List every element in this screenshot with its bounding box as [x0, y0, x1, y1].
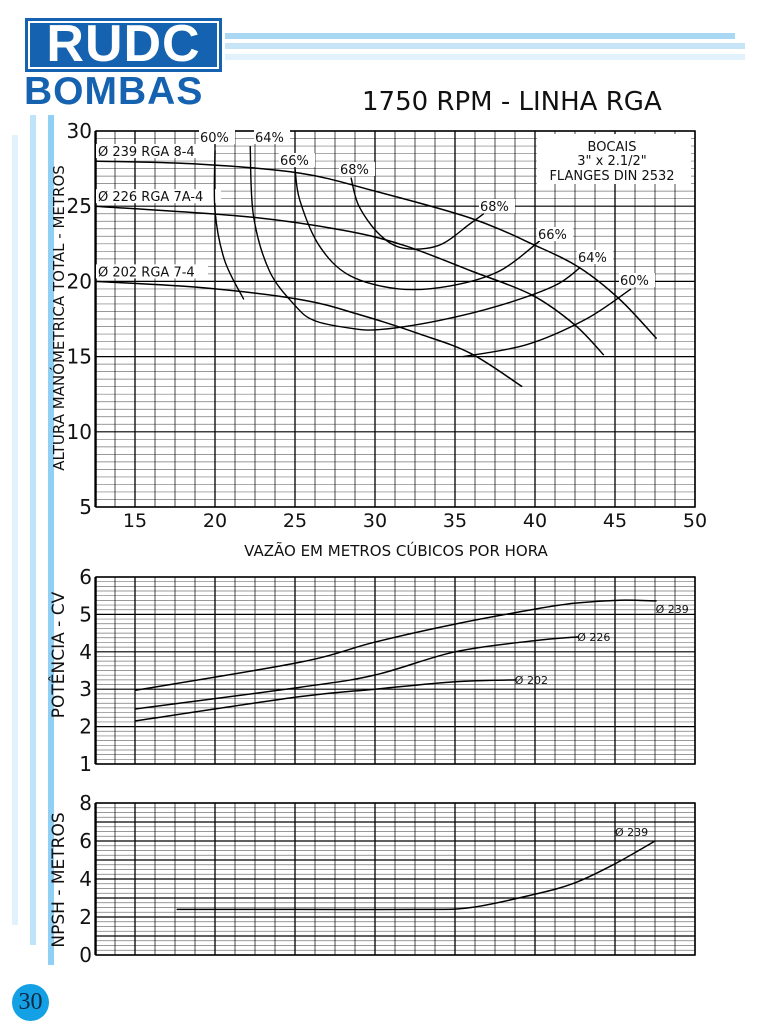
series-label: Ø 202	[515, 674, 548, 687]
plot-frame	[95, 130, 696, 508]
power-y-axis-label: POTÊNCIA - CV	[47, 591, 69, 718]
series-line	[94, 280, 523, 388]
series-label: Ø 239 RGA 8-4	[98, 145, 195, 160]
head-chart: 5 10 15 20 25 30 15 20 25 30 35 40 45 50 Ø 239 RGA 8-4…	[67, 119, 708, 532]
nozzle-line-3: FLANGES DIN 2532	[549, 169, 674, 184]
header-stripe	[225, 54, 745, 60]
efficiency-label: 64%	[255, 131, 284, 146]
y-tick-label: 5	[79, 495, 92, 519]
y-tick-label: 10	[67, 420, 92, 444]
brand-subtitle: BOMBAS	[24, 70, 204, 113]
side-stripe	[30, 115, 36, 945]
header-stripe	[225, 43, 745, 49]
efficiency-label: 64%	[578, 251, 607, 266]
efficiency-label-bg	[254, 130, 290, 144]
side-stripe	[12, 135, 18, 925]
power-chart: 1 2 3 4 5 6 Ø 239 Ø 226 Ø 202	[79, 565, 696, 776]
head-y-axis-label: ALTURA MANÓMETRICA TOTAL - METROS	[49, 165, 68, 471]
efficiency-curve	[462, 288, 632, 358]
y-tick-label: 4	[79, 640, 92, 664]
series-label-bg	[96, 144, 214, 159]
efficiency-curve	[350, 177, 485, 250]
efficiency-label: 68%	[340, 163, 369, 178]
efficiency-label-bg	[479, 199, 515, 213]
y-tick-label: 5	[79, 602, 92, 626]
efficiency-label-bg	[537, 227, 573, 241]
efficiency-label-bg	[619, 273, 655, 287]
x-tick-label: 50	[683, 510, 707, 532]
series-label: Ø 202 RGA 7-4	[98, 265, 195, 280]
efficiency-label-bg	[279, 153, 315, 167]
y-tick-label: 25	[67, 194, 92, 218]
page-number: 30	[12, 984, 49, 1021]
efficiency-label-bg	[577, 250, 613, 264]
x-tick-label: 35	[443, 510, 467, 532]
series-label: Ø 226	[577, 631, 610, 644]
series-line	[176, 840, 656, 911]
efficiency-label: 66%	[280, 154, 309, 169]
series-line	[134, 599, 657, 692]
y-tick-label: 4	[79, 867, 92, 891]
header-stripe	[225, 33, 735, 39]
y-tick-label: 15	[67, 345, 92, 369]
plot-frame	[95, 802, 696, 956]
series-label: Ø 239	[615, 826, 648, 839]
chart-title: 1750 RPM - LINHA RGA	[362, 87, 662, 117]
x-tick-label: 20	[203, 510, 227, 532]
efficiency-curve	[213, 150, 245, 300]
efficiency-label: 60%	[200, 131, 229, 146]
y-tick-label: 6	[79, 829, 92, 853]
npsh-y-axis-label: NPSH - METROS	[49, 812, 69, 947]
y-tick-label: 8	[79, 791, 92, 815]
brand-logo: RUDC	[25, 15, 222, 73]
series-label: Ø 239	[656, 603, 689, 616]
efficiency-label: 68%	[480, 200, 509, 215]
series-line	[94, 160, 658, 340]
x-tick-label: 40	[523, 510, 547, 532]
efficiency-label-bg	[339, 162, 375, 176]
nozzle-line-2: 3" x 2.1/2"	[577, 154, 647, 169]
y-tick-label: 3	[79, 677, 92, 701]
x-tick-label: 45	[603, 510, 627, 532]
y-tick-label: 1	[79, 752, 92, 776]
efficiency-curve	[249, 146, 581, 331]
y-tick-label: 20	[67, 269, 92, 293]
x-tick-label: 25	[283, 510, 307, 532]
efficiency-label: 66%	[538, 228, 567, 243]
efficiency-label: 60%	[620, 274, 649, 289]
x-tick-label: 15	[123, 510, 147, 532]
efficiency-label-bg	[199, 130, 235, 144]
y-tick-label: 6	[79, 565, 92, 589]
x-axis-label: VAZÃO EM METROS CÚBICOS POR HORA	[244, 541, 548, 560]
x-tick-label: 30	[363, 510, 387, 532]
y-tick-label: 2	[79, 905, 92, 929]
npsh-chart: 0 2 4 6 8 Ø 239	[79, 791, 696, 967]
y-tick-label: 0	[79, 943, 92, 967]
y-tick-label: 30	[67, 119, 92, 143]
plot-frame	[95, 576, 696, 765]
nozzle-line-1: BOCAIS	[588, 140, 637, 155]
series-line	[134, 636, 579, 710]
series-line	[134, 679, 516, 722]
brand-name: RUDC	[46, 15, 201, 73]
series-label: Ø 226 RGA 7A-4	[98, 190, 203, 205]
series-label-bg	[96, 189, 221, 204]
y-tick-label: 2	[79, 715, 92, 739]
efficiency-curve	[294, 168, 541, 291]
series-label-bg	[96, 264, 208, 279]
nozzle-info-box: BOCAIS 3" x 2.1/2" FLANGES DIN 2532	[537, 134, 691, 184]
side-stripe	[48, 115, 54, 965]
